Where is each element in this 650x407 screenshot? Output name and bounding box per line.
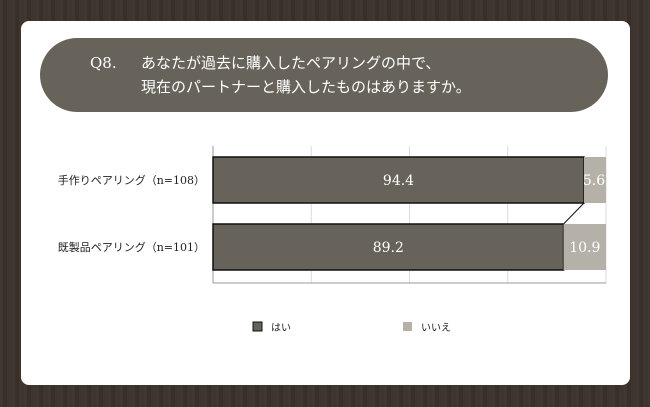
bar-no	[583, 157, 606, 203]
question-title: Q8. あなたが過去に購入したペアリングの中で、 現在のパートナーと購入したもの…	[40, 38, 608, 112]
bar-yes	[212, 156, 585, 204]
data-label: 89.2	[373, 240, 404, 256]
category-label: 手作りペアリング（n=108）	[58, 173, 205, 187]
bar-yes	[212, 223, 565, 271]
series-line	[563, 202, 585, 225]
legend-label: いいえ	[421, 322, 451, 334]
data-label: 10.9	[569, 240, 600, 256]
category-label: 既製品ペアリング（n=101）	[58, 240, 205, 254]
legend-swatch	[252, 321, 263, 332]
legend-swatch	[403, 322, 412, 331]
question-line-2: 現在のパートナーと購入したものはありますか。	[141, 78, 471, 96]
question-line-1: あなたが過去に購入したペアリングの中で、	[141, 54, 441, 72]
data-label: 94.4	[383, 173, 414, 189]
question-number: Q8.	[90, 54, 117, 72]
bar-no	[563, 224, 606, 270]
legend-label: はい	[271, 322, 291, 334]
data-label: 5.6	[583, 173, 605, 189]
